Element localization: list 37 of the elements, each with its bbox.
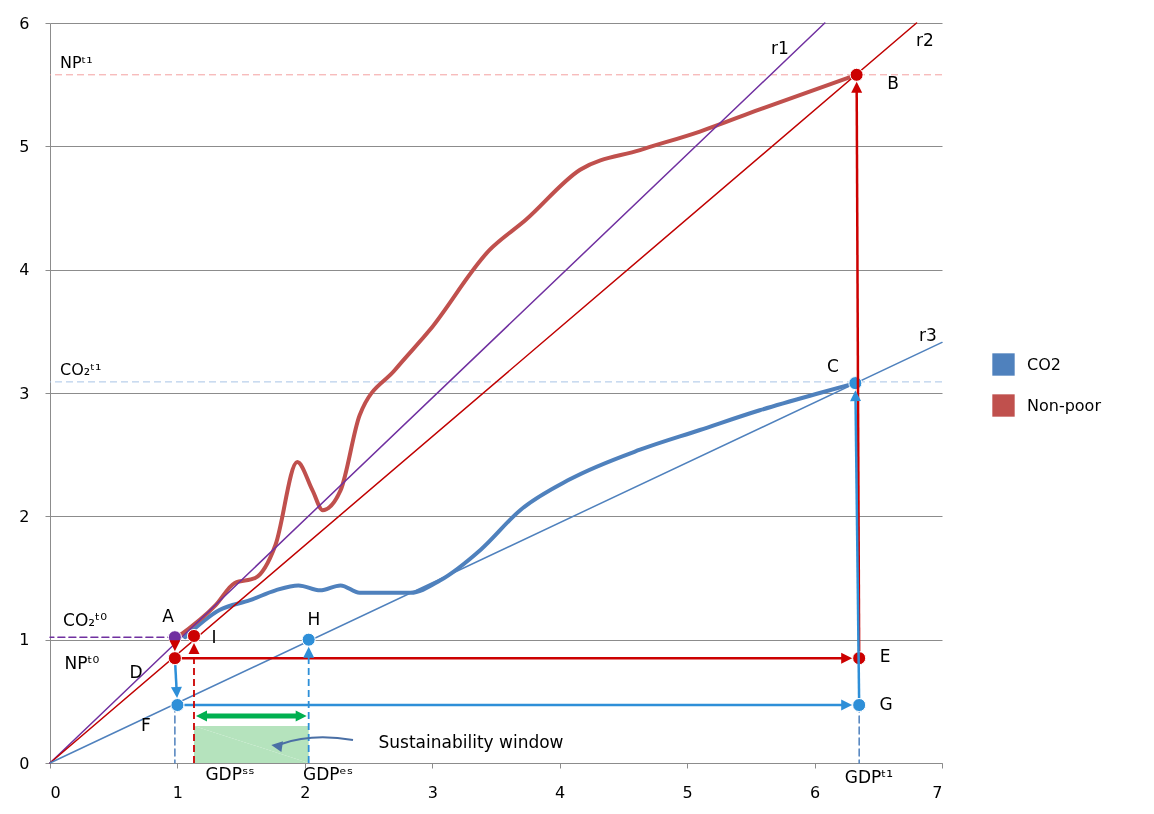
ref-line-label: CO₂ᵗ¹ [60,359,102,379]
annotation: E [879,646,891,666]
annotation: Sustainability window [378,732,564,752]
y-tick-label: 1 [19,630,30,650]
x-tick-label: 5 [682,782,693,802]
annotation: B [887,73,899,93]
annotation: I [211,626,217,647]
annotation: H [307,609,321,629]
annotation: A [162,606,175,626]
annotation: r2 [916,30,934,50]
y-tick-label: 6 [19,13,30,33]
ref-line-label: NPᵗ¹ [60,52,93,72]
annotation: F [141,715,151,735]
text: GDPˢˢ [205,764,255,784]
annotation: G [879,694,893,714]
y-tick-label: 0 [19,753,30,773]
annotation: r1 [771,38,789,58]
y-tick-label: 5 [19,136,30,156]
annotation: r3 [919,325,937,345]
text: GDPᵉˢ [303,764,353,784]
legend-label: CO2 [1027,354,1061,374]
x-tick-label: 3 [427,782,438,802]
legend-label: Non-poor [1027,395,1102,415]
x-tick-label: 6 [809,782,821,802]
x-tick-label: 4 [555,782,566,802]
x-tick-label: 0 [50,782,61,802]
annotation: CO₂ᵗ⁰ [63,610,108,630]
y-tick-label: 4 [19,260,30,280]
y-tick-label: 3 [19,383,30,403]
annotation: D [129,662,143,682]
text: GDPᵗ¹ [844,767,894,787]
annotation: NPᵗ⁰ [64,653,100,673]
annotation: C [827,356,839,376]
x-tick-label: 1 [172,782,184,802]
x-tick-label: 2 [300,782,311,802]
y-tick-label: 2 [19,506,30,526]
x-tick-label: 7 [932,782,943,802]
